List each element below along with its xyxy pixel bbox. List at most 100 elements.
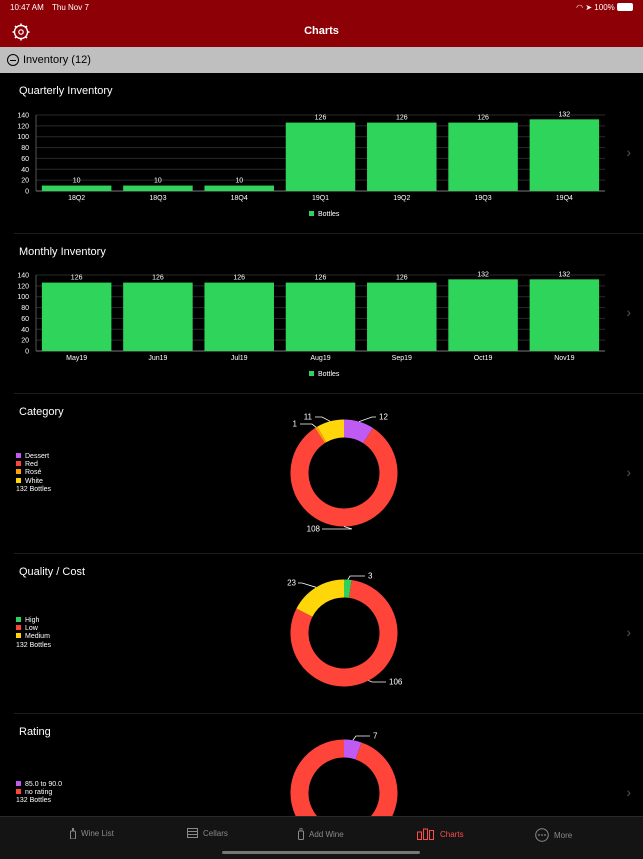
x-tick-label: Sep19: [392, 355, 412, 362]
data-label: 126: [315, 115, 327, 122]
tab-label: Wine List: [81, 829, 114, 838]
leader-line: [315, 417, 330, 421]
tab-charts[interactable]: Charts: [417, 828, 464, 840]
donut-slice: [304, 589, 344, 613]
donut-slice: [344, 749, 359, 751]
chevron-right-icon[interactable]: ›: [626, 304, 631, 320]
navigation-bar: 10:47 AM Thu Nov 7 ◠ ➤ 100% Charts: [0, 0, 643, 47]
x-tick-label: Aug19: [310, 355, 330, 362]
bar: [530, 279, 599, 351]
y-tick-label: 120: [17, 123, 29, 130]
y-tick-label: 140: [17, 273, 29, 280]
page-title: Charts: [0, 25, 643, 37]
leader-line: [369, 681, 386, 682]
data-label: 126: [396, 275, 408, 282]
x-tick-label: Nov19: [554, 355, 574, 362]
bar: [367, 123, 436, 191]
chevron-right-icon[interactable]: ›: [626, 784, 631, 800]
data-label: 10: [73, 178, 81, 185]
wifi-icon: ◠: [576, 3, 583, 12]
data-label: 12: [379, 413, 388, 422]
bar: [204, 283, 273, 351]
y-tick-label: 120: [17, 283, 29, 290]
bar: [367, 283, 436, 351]
tab-label: Add Wine: [309, 830, 344, 839]
y-tick-label: 0: [25, 349, 29, 356]
wine-bottle-icon: [70, 828, 76, 839]
tab-wine-list[interactable]: Wine List: [70, 828, 114, 839]
home-indicator: [222, 851, 420, 854]
bar: [42, 186, 111, 191]
charts-icon: [417, 828, 435, 840]
category-card[interactable]: Category Dessert Red Rosé White 132 Bott…: [0, 393, 643, 553]
status-time: 10:47 AM: [10, 3, 44, 12]
battery-percent: 100%: [594, 3, 614, 12]
rating-donut-chart: 7: [0, 713, 643, 816]
data-label: 126: [233, 275, 245, 282]
status-right: ◠ ➤ 100%: [576, 3, 633, 12]
quality-cost-card[interactable]: Quality / Cost High Low Medium 132 Bottl…: [0, 553, 643, 713]
rating-card[interactable]: Rating 85.0 to 90.0 no rating 132 Bottle…: [0, 713, 643, 816]
inventory-section-header[interactable]: Inventory (12): [0, 47, 643, 73]
y-tick-label: 100: [17, 294, 29, 301]
y-tick-label: 0: [25, 189, 29, 196]
quarterly-legend: Bottles: [309, 211, 339, 218]
bar: [123, 186, 192, 191]
monthly-legend: Bottles: [309, 371, 339, 378]
chevron-right-icon[interactable]: ›: [626, 144, 631, 160]
x-tick-label: 19Q3: [475, 195, 492, 202]
x-tick-label: Jun19: [148, 355, 167, 362]
data-label: 126: [71, 275, 83, 282]
donut-slice: [322, 429, 344, 435]
x-tick-label: 18Q4: [231, 195, 248, 202]
x-tick-label: Jul19: [231, 355, 248, 362]
tab-cellars[interactable]: Cellars: [187, 828, 228, 838]
leader-line: [359, 417, 376, 422]
bar: [530, 119, 599, 191]
bar: [286, 123, 355, 191]
y-tick-label: 80: [21, 305, 29, 312]
tab-label: Charts: [440, 830, 464, 839]
legend-swatch: [309, 211, 314, 216]
data-label: 3: [368, 572, 373, 581]
y-tick-label: 140: [17, 113, 29, 120]
data-label: 108: [307, 525, 321, 534]
leader-line: [348, 576, 365, 580]
leader-line: [300, 424, 316, 427]
x-tick-label: May19: [66, 355, 87, 362]
data-label: 132: [559, 111, 571, 118]
chevron-right-icon[interactable]: ›: [626, 624, 631, 640]
collapse-icon[interactable]: [7, 54, 19, 66]
legend-label: Bottles: [318, 371, 339, 378]
y-tick-label: 20: [21, 178, 29, 185]
leader-line: [322, 527, 352, 530]
x-tick-label: 18Q2: [68, 195, 85, 202]
data-label: 132: [477, 271, 489, 278]
x-tick-label: 19Q1: [312, 195, 329, 202]
data-label: 126: [152, 275, 164, 282]
tab-more[interactable]: More: [535, 828, 572, 842]
legend-label: Bottles: [318, 211, 339, 218]
chevron-right-icon[interactable]: ›: [626, 464, 631, 480]
data-label: 126: [477, 115, 489, 122]
more-icon: [535, 828, 549, 842]
status-date: Thu Nov 7: [52, 3, 89, 12]
x-tick-label: 18Q3: [149, 195, 166, 202]
legend-swatch: [309, 371, 314, 376]
data-label: 11: [304, 413, 313, 422]
bar: [123, 283, 192, 351]
y-tick-label: 40: [21, 167, 29, 174]
data-label: 7: [373, 732, 378, 741]
x-tick-label: 19Q4: [556, 195, 573, 202]
quarterly-bar-chart: 0204060801001201401018Q21018Q31018Q41261…: [0, 73, 643, 233]
y-tick-label: 40: [21, 327, 29, 334]
x-tick-label: 19Q2: [393, 195, 410, 202]
x-tick-label: Oct19: [474, 355, 493, 362]
tab-add-wine[interactable]: Add Wine: [298, 828, 344, 840]
y-tick-label: 80: [21, 145, 29, 152]
